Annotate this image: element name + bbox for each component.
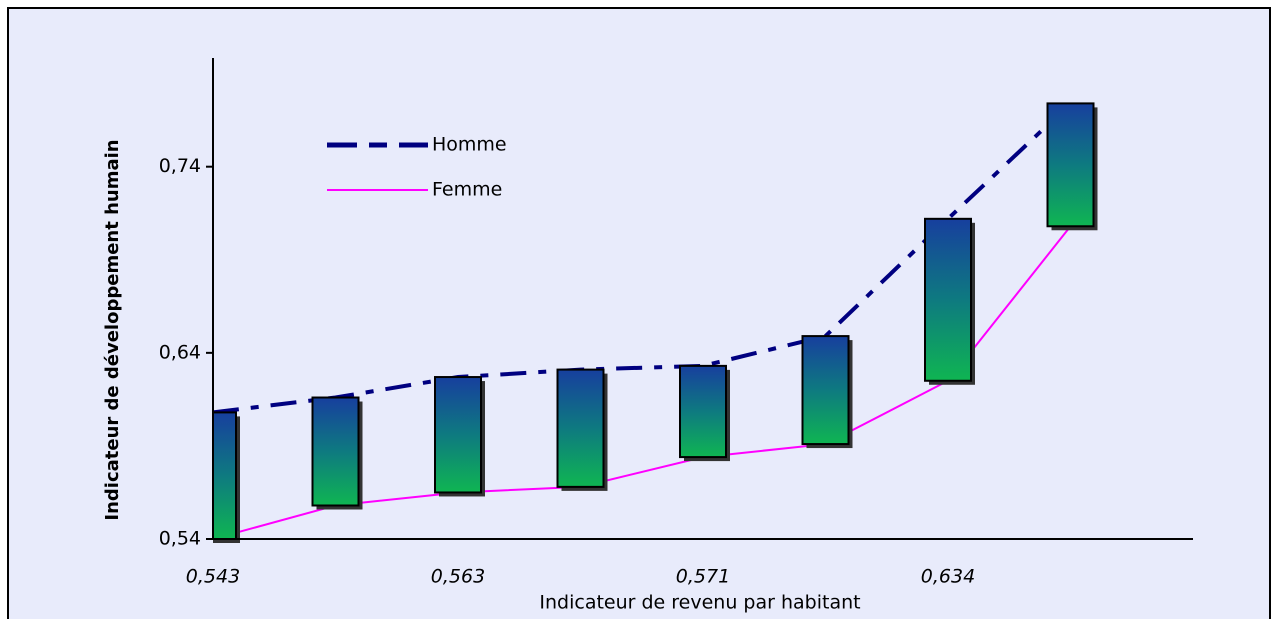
legend-label: Homme bbox=[432, 134, 507, 156]
high-low-bar bbox=[801, 335, 850, 446]
high-low-bar bbox=[311, 396, 360, 507]
high-low-bar bbox=[556, 368, 605, 488]
x-tick-label: 0,543 bbox=[186, 566, 240, 588]
high-low-bar bbox=[679, 364, 727, 459]
x-tick-label: 0,563 bbox=[431, 566, 485, 588]
high-low-bar bbox=[1046, 102, 1095, 228]
x-tick-label: 0,634 bbox=[921, 566, 975, 588]
y-tick-label: 0,64 bbox=[159, 341, 201, 363]
y-tick-label: 0,74 bbox=[159, 155, 201, 177]
x-tick-label: 0,571 bbox=[676, 566, 730, 588]
x-axis-label: Indicateur de revenu par habitant bbox=[539, 592, 860, 614]
high-low-bar bbox=[924, 217, 972, 382]
y-tick-label: 0,54 bbox=[159, 528, 201, 550]
high-low-bar bbox=[434, 376, 482, 494]
y-axis-label: Indicateur de développement humain bbox=[102, 139, 123, 520]
legend-label: Femme bbox=[432, 179, 502, 201]
high-low-bar bbox=[213, 411, 237, 540]
plot bbox=[213, 101, 1098, 543]
